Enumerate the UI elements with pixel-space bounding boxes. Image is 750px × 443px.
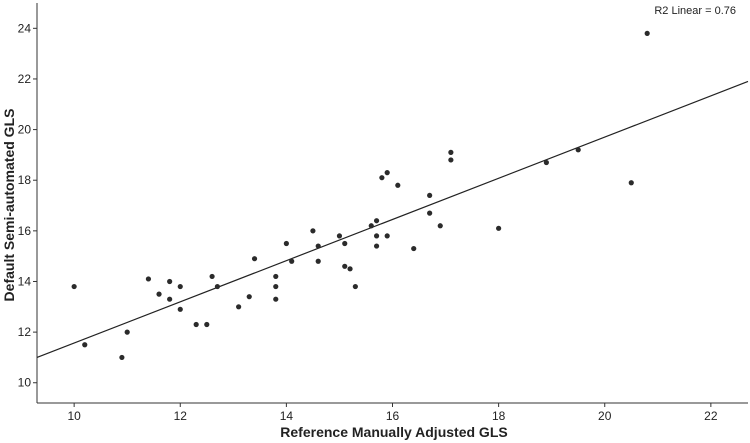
data-point [204,321,210,328]
data-point [246,294,252,300]
data-point [209,273,215,280]
data-point [71,283,77,290]
data-point [156,291,162,297]
data-point [289,258,295,264]
r2-annotation: R2 Linear = 0.76 [654,5,736,17]
x-tick-label: 12 [174,409,188,423]
data-point [315,258,321,264]
y-tick-label: 10 [18,376,32,390]
data-point [628,180,634,186]
data-point [193,321,199,328]
y-axis-title: Default Semi-automated GLS [1,109,17,302]
data-point [145,276,152,282]
y-axis-ticks: 10 12 14 16 18 20 22 24 [18,21,37,390]
data-point [384,170,390,176]
data-point [273,283,279,290]
x-tick-label: 10 [67,409,81,423]
x-tick-label: 14 [280,409,294,423]
x-tick-label: 18 [492,409,506,423]
data-point [448,157,454,163]
data-point [395,182,401,188]
data-point [214,283,221,290]
data-point [437,223,443,229]
data-point [273,296,279,302]
x-tick-label: 20 [598,409,612,423]
fit-line-group [36,80,749,358]
data-point [315,243,321,249]
data-point [543,159,549,166]
x-tick-label: 16 [386,409,400,423]
data-point [177,283,183,290]
data-point [167,278,173,285]
y-tick-label: 20 [18,123,32,137]
y-tick-label: 24 [18,21,32,35]
data-point [448,149,454,155]
data-point [82,342,88,348]
data-point [236,304,242,310]
data-point [177,306,183,312]
y-tick-label: 16 [18,224,32,238]
y-tick-label: 14 [18,274,32,288]
data-point [644,30,650,36]
data-point [352,283,358,290]
y-tick-label: 22 [18,72,32,86]
data-point [379,175,385,181]
plot-frame [36,3,748,404]
x-axis-ticks: 10 12 14 16 18 20 22 [67,403,718,423]
data-point [575,147,581,153]
points-group [71,30,650,361]
data-point [310,228,316,234]
data-point [373,233,380,239]
data-point [336,233,343,239]
data-point [251,256,258,262]
data-point [411,245,417,252]
data-point [167,296,173,302]
data-point [124,329,130,335]
data-point [373,218,380,224]
y-tick-label: 12 [18,325,32,339]
x-axis-title: Reference Manually Adjusted GLS [280,424,507,440]
data-point [427,210,433,216]
x-tick-label: 22 [704,409,718,423]
data-point [384,233,390,239]
data-point [368,223,374,229]
data-point [273,273,279,280]
data-point [119,354,125,361]
data-point [347,266,353,272]
data-point [342,263,348,269]
data-point [283,240,289,247]
data-point [373,243,380,249]
y-tick-label: 18 [18,173,32,187]
data-point [427,192,433,199]
data-point [342,240,348,247]
regression-line [36,80,749,358]
data-point [496,225,502,231]
